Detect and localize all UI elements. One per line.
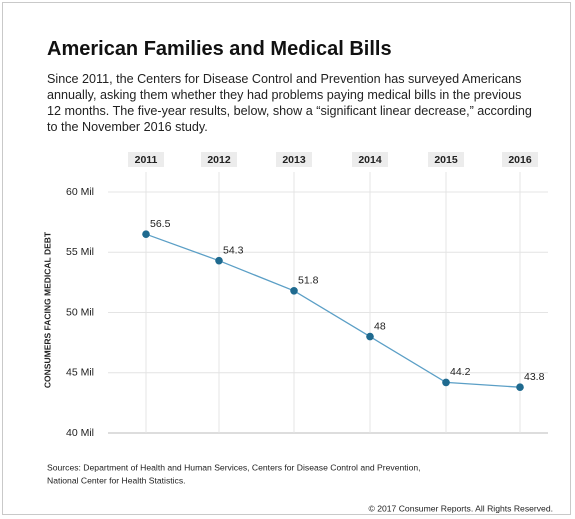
- subtitle: Since 2011, the Centers for Disease Cont…: [47, 71, 557, 135]
- header: American Families and Medical Bills Sinc…: [47, 38, 557, 135]
- value-label: 44.2: [450, 366, 471, 378]
- x-tick-label: 2015: [434, 154, 458, 166]
- value-label: 51.8: [298, 275, 319, 287]
- value-label: 48: [374, 320, 386, 332]
- y-tick-label: 55 Mil: [66, 246, 94, 258]
- x-tick-label: 2011: [135, 154, 158, 166]
- marker: [142, 230, 150, 238]
- x-label-box: [428, 152, 464, 167]
- x-label-box: [502, 152, 538, 167]
- value-label: 43.8: [524, 371, 545, 383]
- subtitle-line: to the November 2016 study.: [47, 120, 208, 134]
- subtitle-line: Since 2011, the Centers for Disease Cont…: [47, 72, 522, 86]
- x-label-box: [352, 152, 388, 167]
- x-label-box: [128, 152, 164, 167]
- marker: [215, 256, 223, 265]
- source-line: National Center for Health Statistics.: [47, 475, 186, 485]
- x-tick-label: 2016: [508, 154, 532, 166]
- x-tick-label: 2014: [358, 154, 382, 166]
- marker: [290, 287, 298, 295]
- y-tick-label: 45 Mil: [66, 367, 94, 379]
- y-axis-title: CONSUMERS FACING MEDICAL DEBT: [42, 231, 52, 388]
- value-label: 56.5: [150, 218, 171, 230]
- x-tick-label: 2012: [207, 154, 231, 166]
- x-tick-label: 2013: [282, 154, 306, 166]
- y-tick-label: 60 Mil: [66, 186, 94, 198]
- x-label-box: [276, 152, 312, 167]
- subtitle-line: 12 months. The five-year results, below,…: [47, 104, 532, 118]
- x-label-box: [201, 152, 237, 167]
- marker: [442, 378, 450, 387]
- frame: [2, 2, 571, 515]
- value-label: 54.3: [223, 244, 244, 256]
- marker: [366, 332, 374, 341]
- source-line: Sources: Department of Health and Human …: [47, 462, 421, 472]
- line: [145, 233, 521, 388]
- chart-title: American Families and Medical Bills: [47, 38, 392, 60]
- y-tick-label: 40 Mil: [66, 427, 94, 439]
- marker: [516, 383, 524, 392]
- y-tick-label: 50 Mil: [66, 306, 94, 318]
- copyright: © 2017 Consumer Reports. All Rights Rese…: [369, 503, 554, 513]
- subtitle-line: annually, asking them whether they had p…: [47, 88, 522, 102]
